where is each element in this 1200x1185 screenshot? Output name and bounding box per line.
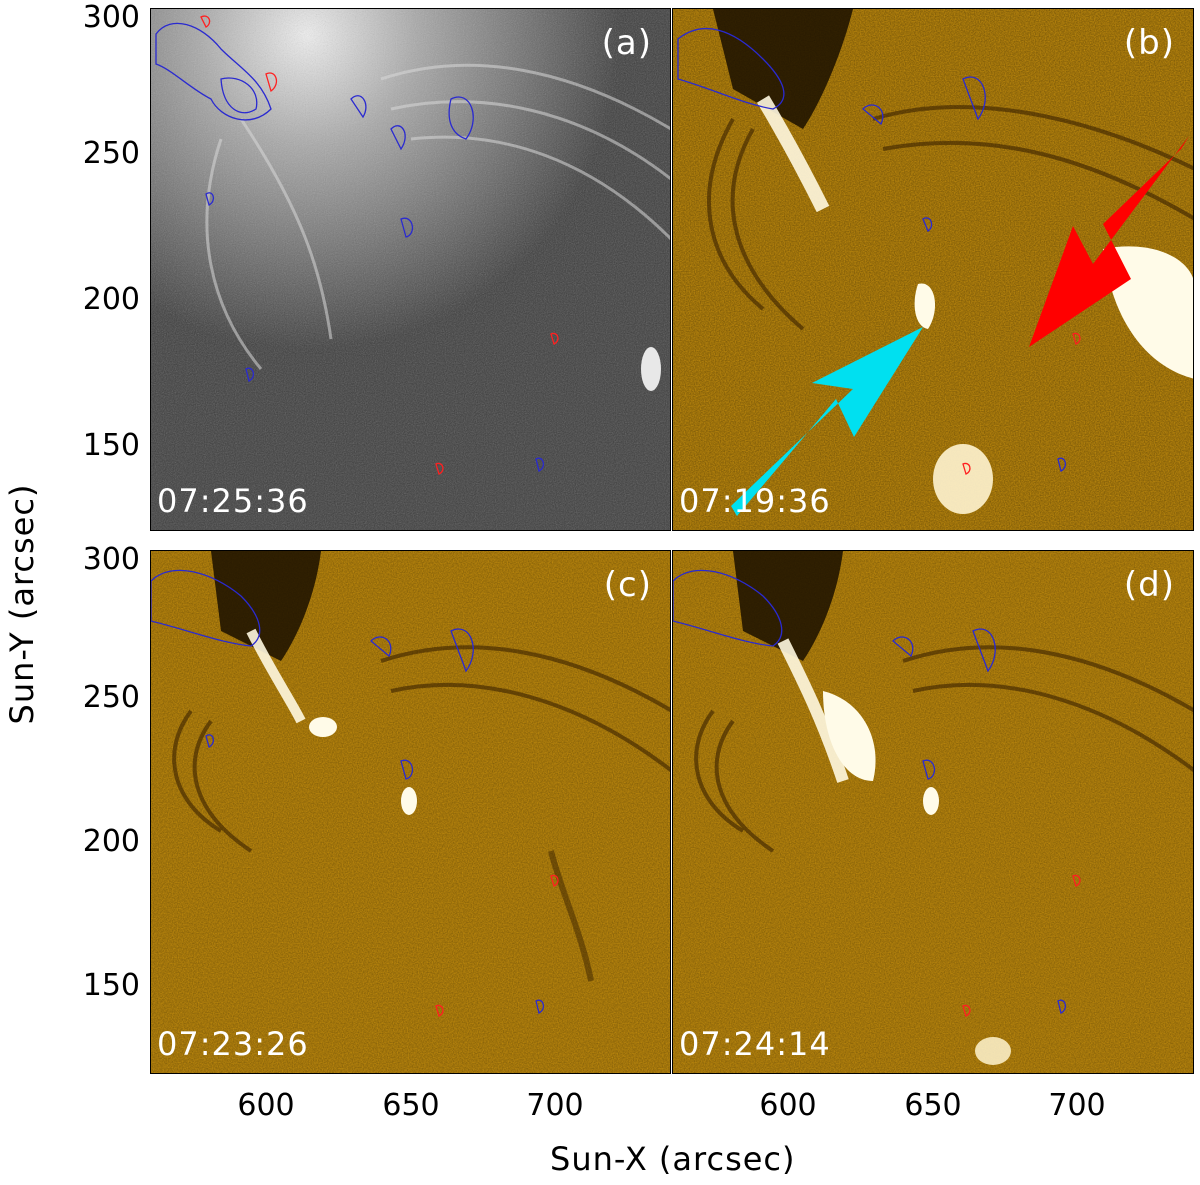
ytick-label: 250 (82, 136, 140, 171)
ytick-label: 150 (82, 428, 140, 463)
panel-d-label: (d) (1123, 565, 1175, 605)
xtick-label: 600 (759, 1088, 817, 1123)
ytick-label: 200 (82, 282, 140, 317)
y-axis-title: Sun-Y (arcsec) (3, 483, 41, 725)
panel-a: (a) 07:25:36 (150, 8, 671, 531)
x-axis-title: Sun-X (arcsec) (550, 1140, 796, 1178)
panel-c-image (151, 551, 670, 1073)
ytick-label: 300 (82, 0, 140, 35)
ytick-label: 200 (82, 824, 140, 859)
panel-a-time: 07:25:36 (157, 482, 309, 520)
panel-b: (b) 07:19:36 (672, 8, 1194, 531)
ytick-label: 150 (82, 968, 140, 1003)
panel-a-image (151, 9, 670, 530)
panel-d-image (673, 551, 1193, 1073)
xtick-label: 700 (1048, 1088, 1106, 1123)
panel-b-label: (b) (1123, 23, 1175, 63)
red-arrow (1029, 136, 1189, 347)
xtick-label: 650 (382, 1088, 440, 1123)
ytick-label: 300 (82, 542, 140, 577)
xtick-label: 650 (904, 1088, 962, 1123)
ytick-label: 250 (82, 680, 140, 715)
panel-c-time: 07:23:26 (157, 1025, 309, 1063)
panel-c: (c) 07:23:26 (150, 550, 671, 1074)
panel-a-label: (a) (601, 23, 652, 63)
panel-b-time: 07:19:36 (679, 482, 831, 520)
xtick-label: 600 (237, 1088, 295, 1123)
panel-c-label: (c) (603, 565, 652, 605)
xtick-label: 700 (526, 1088, 584, 1123)
panel-d-time: 07:24:14 (679, 1025, 831, 1063)
panel-b-image (673, 9, 1193, 530)
cyan-arrow (731, 327, 923, 516)
panel-d: (d) 07:24:14 (672, 550, 1194, 1074)
